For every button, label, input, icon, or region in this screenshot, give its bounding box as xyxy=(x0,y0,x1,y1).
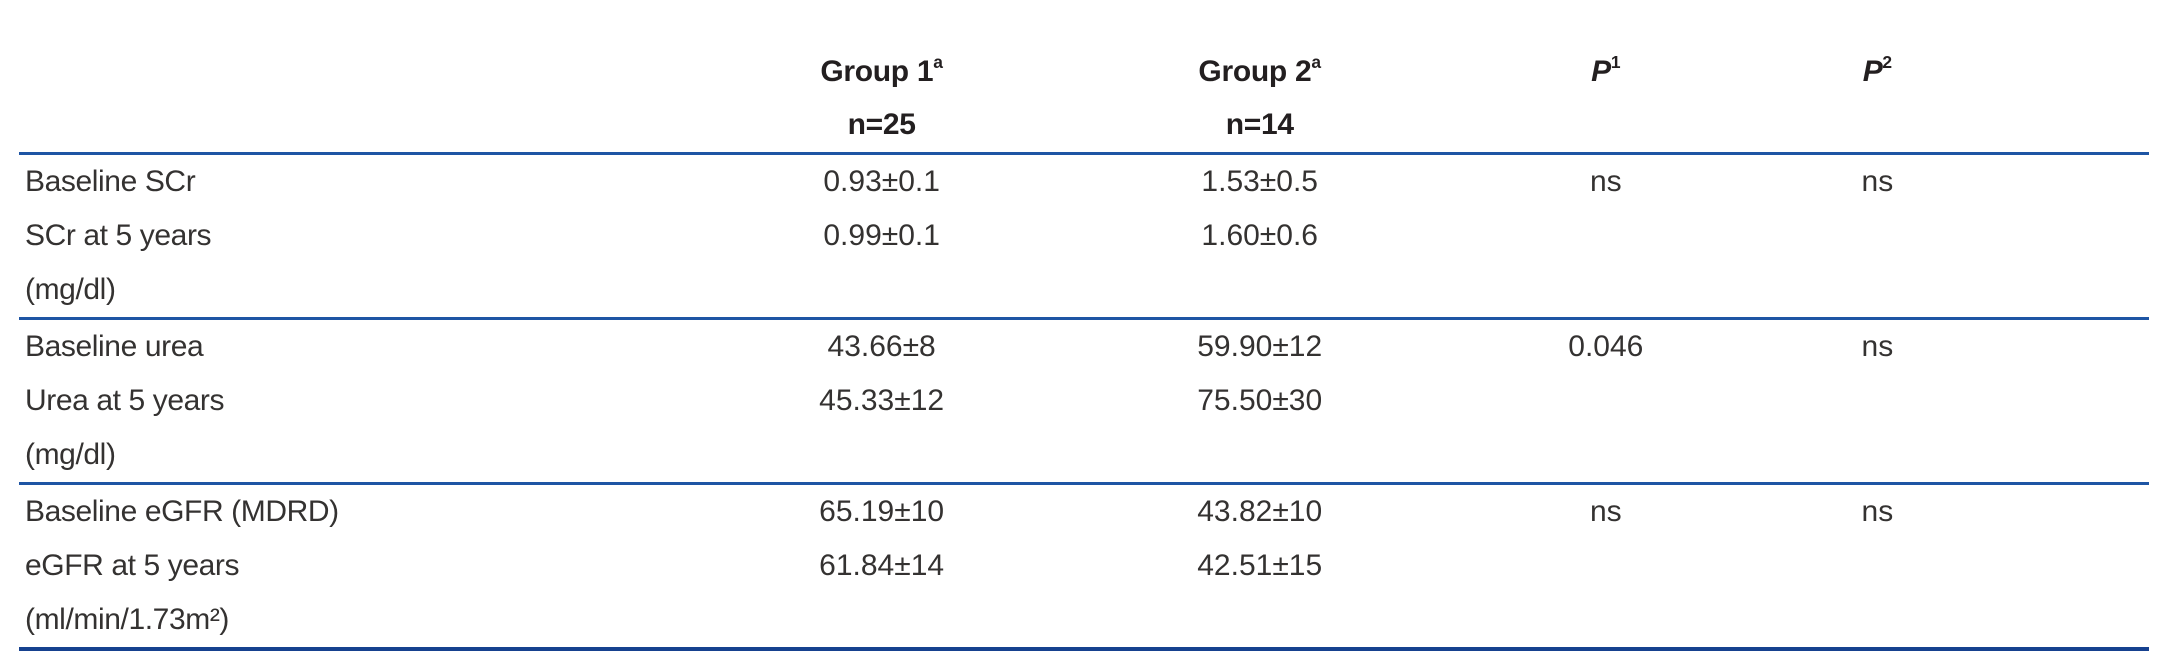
section-egfr: Baseline eGFR (MDRD) 65.19±10 43.82±10 n… xyxy=(19,483,2149,650)
row-label: Urea at 5 years xyxy=(25,384,225,417)
p1-value: ns xyxy=(1589,165,1622,198)
table-row: (mg/dl) xyxy=(19,263,2149,319)
group2-value xyxy=(1063,263,1457,319)
header-group2-footnote-marker: a xyxy=(1311,51,1321,72)
group1-value xyxy=(701,263,1063,319)
row-label: SCr at 5 years xyxy=(25,219,212,252)
group2-value: 1.60±0.6 xyxy=(1201,219,1318,252)
p2-value: ns xyxy=(1861,165,1894,198)
header-row-1: Group 1a Group 2a P1 P2 xyxy=(19,44,2149,98)
table-row: Baseline urea 43.66±8 59.90±12 0.046 ns xyxy=(19,319,2149,375)
header-empty xyxy=(1755,98,2000,154)
header-p2-title: P xyxy=(1862,54,1883,88)
p1-value xyxy=(1457,209,1755,263)
row-label: Baseline SCr xyxy=(25,165,196,198)
header-empty xyxy=(19,98,701,154)
filler-cell xyxy=(2000,428,2149,484)
table-row: Urea at 5 years 45.33±12 75.50±30 xyxy=(19,374,2149,428)
table-row: SCr at 5 years 0.99±0.1 1.60±0.6 xyxy=(19,209,2149,263)
header-group1-n: n=25 xyxy=(847,108,916,141)
header-group2-title: Group 2 xyxy=(1198,54,1312,88)
p2-value xyxy=(1755,428,2000,484)
table-row: Baseline SCr 0.93±0.1 1.53±0.5 ns ns xyxy=(19,154,2149,210)
p2-value: ns xyxy=(1861,495,1894,528)
row-label: eGFR at 5 years xyxy=(25,549,240,582)
header-filler xyxy=(2000,44,2149,98)
p1-value xyxy=(1457,263,1755,319)
header-p1-title: P xyxy=(1591,54,1611,88)
filler-cell xyxy=(2000,263,2149,319)
header-p1: P1 xyxy=(1457,44,1755,98)
header-empty xyxy=(19,44,701,98)
p2-value xyxy=(1755,374,2000,428)
group2-value xyxy=(1063,428,1457,484)
p1-value: 0.046 xyxy=(1568,330,1644,363)
results-table: Group 1a Group 2a P1 P2 n=25 n=14 Baseli… xyxy=(19,44,2149,651)
group1-value: 0.93±0.1 xyxy=(823,165,940,198)
group2-value: 42.51±15 xyxy=(1197,549,1323,582)
row-label: Baseline urea xyxy=(25,330,204,363)
table-row: (ml/min/1.73m²) xyxy=(19,593,2149,649)
group1-value: 61.84±14 xyxy=(819,549,945,582)
p2-value xyxy=(1755,263,2000,319)
group2-value xyxy=(1063,593,1457,649)
group1-value: 65.19±10 xyxy=(819,495,945,528)
group1-value: 0.99±0.1 xyxy=(823,219,940,252)
group1-value: 45.33±12 xyxy=(819,384,945,417)
group1-value xyxy=(701,593,1063,649)
header-group2: Group 2a xyxy=(1063,44,1457,98)
table-row: eGFR at 5 years 61.84±14 42.51±15 xyxy=(19,539,2149,593)
header-p2-superscript: 2 xyxy=(1882,51,1893,72)
header-p2: P2 xyxy=(1755,44,2000,98)
group2-value: 75.50±30 xyxy=(1197,384,1323,417)
section-urea: Baseline urea 43.66±8 59.90±12 0.046 ns … xyxy=(19,318,2149,484)
section-scr: Baseline SCr 0.93±0.1 1.53±0.5 ns ns SCr… xyxy=(19,154,2149,319)
row-label: (mg/dl) xyxy=(25,438,116,471)
p1-value xyxy=(1457,428,1755,484)
header-group2-n: n=14 xyxy=(1225,108,1294,141)
group2-value: 43.82±10 xyxy=(1197,495,1323,528)
header-group1-footnote-marker: a xyxy=(933,51,943,72)
filler-cell xyxy=(2000,593,2149,649)
filler-cell xyxy=(2000,154,2149,210)
header-group1: Group 1a xyxy=(701,44,1063,98)
table-row: Baseline eGFR (MDRD) 65.19±10 43.82±10 n… xyxy=(19,484,2149,540)
p1-value xyxy=(1457,593,1755,649)
row-label: (mg/dl) xyxy=(25,273,116,306)
group1-value xyxy=(701,428,1063,484)
header-group1-title: Group 1 xyxy=(820,54,934,88)
filler-cell xyxy=(2000,374,2149,428)
p2-value xyxy=(1755,209,2000,263)
table-row: (mg/dl) xyxy=(19,428,2149,484)
p1-value: ns xyxy=(1589,495,1622,528)
group2-value: 1.53±0.5 xyxy=(1201,165,1318,198)
header-p1-superscript: 1 xyxy=(1610,51,1621,72)
filler-cell xyxy=(2000,539,2149,593)
p2-value xyxy=(1755,593,2000,649)
header-empty xyxy=(1457,98,1755,154)
filler-cell xyxy=(2000,484,2149,540)
row-label: (ml/min/1.73m²) xyxy=(25,603,230,636)
group2-value: 59.90±12 xyxy=(1197,330,1323,363)
p1-value xyxy=(1457,374,1755,428)
table-header: Group 1a Group 2a P1 P2 n=25 n=14 xyxy=(19,44,2149,154)
header-row-2: n=25 n=14 xyxy=(19,98,2149,154)
p1-value xyxy=(1457,539,1755,593)
group1-value: 43.66±8 xyxy=(827,330,936,363)
filler-cell xyxy=(2000,209,2149,263)
header-filler xyxy=(2000,98,2149,154)
row-label: Baseline eGFR (MDRD) xyxy=(25,495,339,528)
filler-cell xyxy=(2000,319,2149,375)
p2-value: ns xyxy=(1861,330,1894,363)
p2-value xyxy=(1755,539,2000,593)
